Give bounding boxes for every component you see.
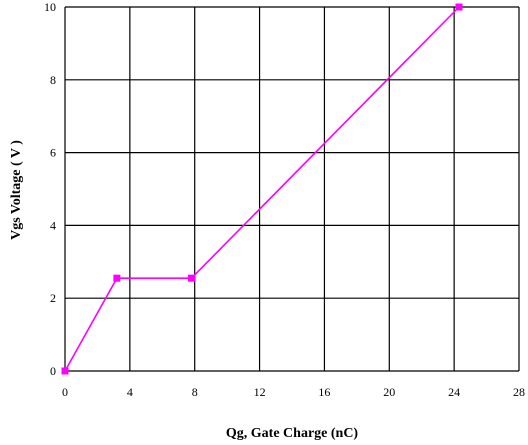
x-tick-label: 8 [192,385,198,399]
y-tick-label: 10 [44,0,56,14]
data-point-marker [61,367,69,375]
y-axis-label: Vgs Voltage ( V ) [9,140,24,240]
x-tick-labels: 0 4 8 12 16 20 24 28 [62,385,525,399]
y-tick-label: 8 [50,73,56,87]
data-point-marker [187,274,195,282]
series-line [64,6,460,372]
data-point-marker [113,274,121,282]
y-tick-label: 0 [50,364,56,378]
x-tick-label: 0 [62,385,68,399]
y-tick-label: 4 [50,218,56,232]
y-tick-labels: 0 2 4 6 8 10 [44,0,56,378]
x-tick-label: 16 [318,385,330,399]
data-point-marker [455,3,463,11]
y-tick-label: 6 [50,146,56,160]
y-tick-label: 2 [50,291,56,305]
series-layer [61,3,463,375]
x-tick-label: 24 [448,385,460,399]
grid [64,6,520,372]
x-tick-label: 20 [383,385,395,399]
x-axis-label: Qg, Gate Charge (nC) [226,426,359,441]
x-tick-label: 12 [254,385,266,399]
x-tick-label: 28 [513,385,525,399]
x-tick-label: 4 [127,385,133,399]
